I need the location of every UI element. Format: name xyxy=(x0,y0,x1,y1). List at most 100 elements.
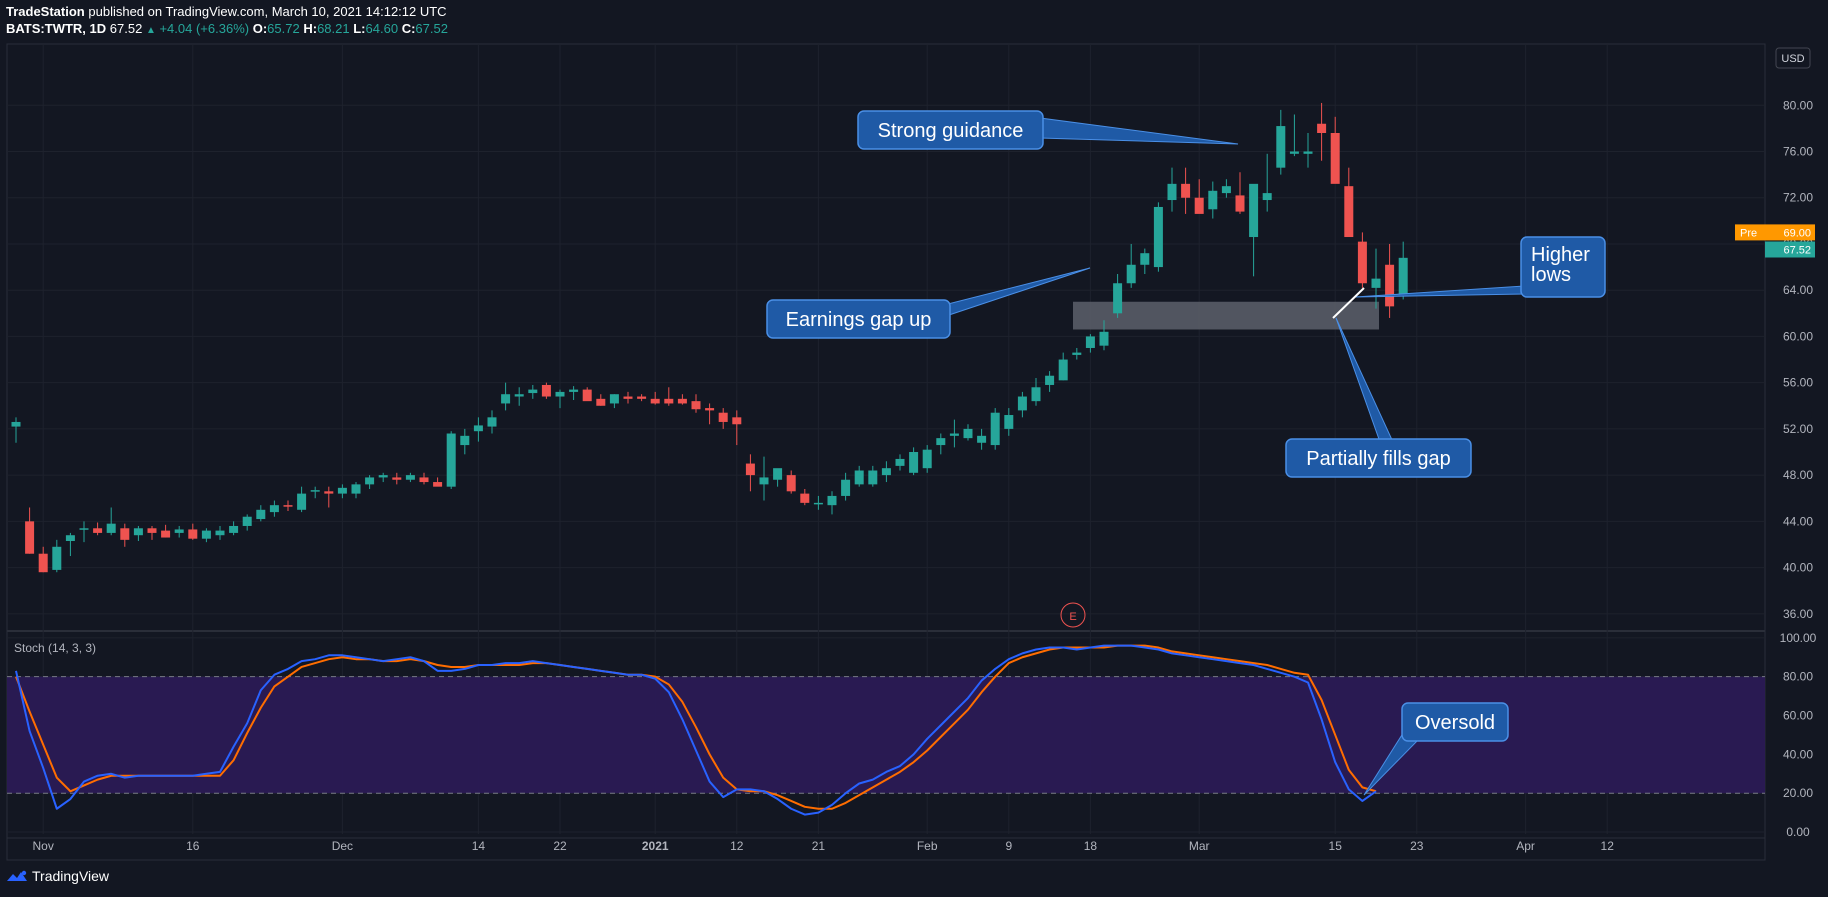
candle-body xyxy=(677,398,687,404)
currency-label: USD xyxy=(1781,53,1804,65)
candle-body xyxy=(174,529,184,533)
stoch-d-line xyxy=(15,644,1377,810)
candle-body xyxy=(1167,183,1177,201)
candle-body xyxy=(201,530,211,539)
time-axis-label: 9 xyxy=(1005,839,1012,853)
candle-body xyxy=(79,528,89,530)
callout-strong-guidance-text: Strong guidance xyxy=(878,120,1024,142)
callout-oversold-text: Oversold xyxy=(1415,712,1495,734)
candle-body xyxy=(473,425,483,432)
candle-body xyxy=(1235,195,1245,212)
last-price-value: 67.52 xyxy=(1783,245,1811,257)
stoch-axis-label: 20.00 xyxy=(1783,786,1813,800)
candles-group xyxy=(11,102,1408,573)
candle-body xyxy=(1303,151,1313,154)
candle-body xyxy=(1085,336,1095,348)
candle-body xyxy=(324,491,334,494)
candle-body xyxy=(786,475,796,492)
candle-body xyxy=(868,470,878,485)
time-axis-label: 23 xyxy=(1410,839,1424,853)
candle-body xyxy=(337,487,347,494)
candle-body xyxy=(773,468,783,480)
indicator-label: Stoch (14, 3, 3) xyxy=(14,641,96,655)
candle-body xyxy=(1153,206,1163,268)
stoch-k-line xyxy=(15,644,1377,816)
price-axis-label: 76.00 xyxy=(1783,144,1813,158)
stoch-axis-label: 60.00 xyxy=(1783,709,1813,723)
low-label: L: xyxy=(353,21,366,36)
tradingview-logo-icon xyxy=(7,870,27,881)
candle-body xyxy=(827,495,837,506)
candle-body xyxy=(256,509,266,520)
up-arrow-icon: ▲ xyxy=(145,25,156,36)
time-axis-label: Feb xyxy=(917,839,938,853)
pre-price-badge xyxy=(1735,224,1815,241)
candle-body xyxy=(745,463,755,476)
candle-body xyxy=(1317,123,1327,133)
candle-body xyxy=(446,433,456,487)
callout-higher-lows-box xyxy=(1520,236,1606,298)
price-axis-label: 36.00 xyxy=(1783,607,1813,621)
candle-body xyxy=(120,528,130,540)
candle-body xyxy=(378,475,388,478)
publisher-name[interactable]: TradeStation xyxy=(6,4,85,19)
callout-earnings-gap: Earnings gap up xyxy=(766,267,1091,339)
time-axis-label: 18 xyxy=(1084,839,1098,853)
candle-body xyxy=(541,384,551,397)
candle-body xyxy=(936,438,946,446)
callout-partial-fill-box xyxy=(1285,438,1472,478)
candle-body xyxy=(1249,183,1259,238)
candle-body xyxy=(65,535,75,542)
low-value: 64.60 xyxy=(365,21,399,36)
candle-body xyxy=(93,528,103,533)
candle-body xyxy=(609,394,619,404)
candle-body xyxy=(161,530,171,538)
time-axis-label: 2021 xyxy=(642,839,669,853)
candle-body xyxy=(1344,186,1354,238)
callout-strong-guidance-box xyxy=(857,110,1044,150)
price-axis-label: 72.00 xyxy=(1783,191,1813,205)
time-axis-label: Nov xyxy=(33,839,54,853)
candle-body xyxy=(596,398,606,406)
tradingview-logo[interactable]: TradingView xyxy=(6,868,109,884)
candle-body xyxy=(555,391,565,397)
candle-body xyxy=(718,412,728,422)
candle-body xyxy=(52,546,62,570)
price-axis-label: 80.00 xyxy=(1783,98,1813,112)
candle-body xyxy=(1262,193,1272,201)
candle-body xyxy=(11,421,21,427)
stoch-axis-label: 80.00 xyxy=(1783,670,1813,684)
candle-body xyxy=(1357,241,1367,284)
candle-body xyxy=(1289,151,1299,154)
candle-body xyxy=(283,505,293,507)
candle-body xyxy=(569,389,579,392)
candle-body xyxy=(392,477,402,480)
callout-strong-guidance-pointer xyxy=(1039,117,1239,145)
stoch-axis-label: 40.00 xyxy=(1783,747,1813,761)
time-axis-label: Dec xyxy=(332,839,353,853)
candle-body xyxy=(501,394,511,404)
candle-body xyxy=(1208,190,1218,210)
candle-body xyxy=(732,417,742,425)
price-axis-label: 64.00 xyxy=(1783,283,1813,297)
symbol-name[interactable]: BATS:TWTR, 1D xyxy=(6,21,107,36)
price-change: +4.04 (+6.36%) xyxy=(159,21,250,36)
candle-body xyxy=(977,435,987,443)
candle-body xyxy=(229,525,239,533)
time-axis-label: Mar xyxy=(1189,839,1210,853)
candle-body xyxy=(1017,396,1027,411)
publish-text: published on TradingView.com, March 10, … xyxy=(88,4,447,19)
pre-label: Pre xyxy=(1740,227,1757,239)
tradingview-brand: TradingView xyxy=(32,868,110,884)
candle-body xyxy=(528,389,538,394)
candle-body xyxy=(297,493,307,510)
candle-body xyxy=(433,482,443,487)
time-axis-label: 14 xyxy=(472,839,486,853)
candle-body xyxy=(664,398,674,404)
stoch-axis-label: 100.00 xyxy=(1780,631,1817,645)
candle-body xyxy=(1058,359,1068,381)
candle-body xyxy=(351,484,361,494)
candle-body xyxy=(637,396,647,399)
